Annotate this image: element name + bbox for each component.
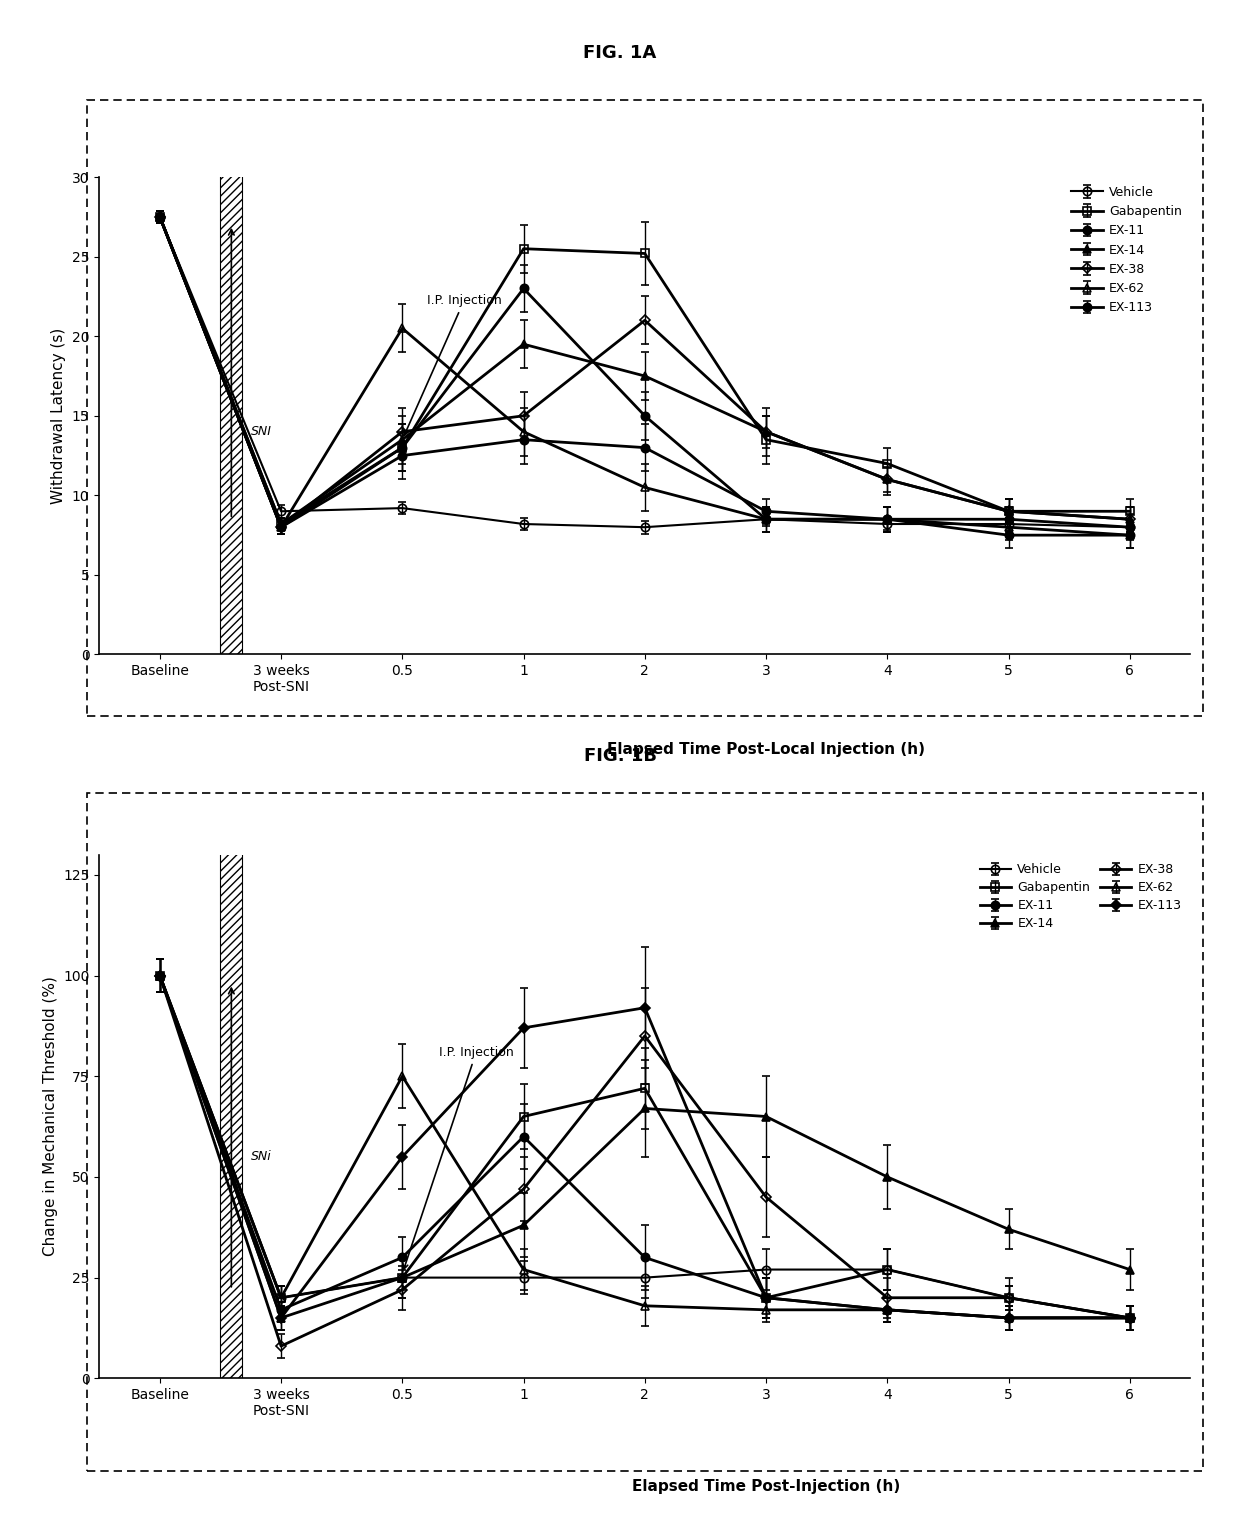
- Text: FIG. 1A: FIG. 1A: [583, 43, 657, 62]
- Text: I.P. Injection: I.P. Injection: [404, 294, 501, 436]
- Text: SNi: SNi: [250, 1150, 272, 1163]
- Text: FIG. 1B: FIG. 1B: [584, 747, 656, 765]
- Bar: [221, 177, 242, 654]
- Y-axis label: Change in Mechanical Threshold (%): Change in Mechanical Threshold (%): [42, 976, 57, 1257]
- Text: Elapsed Time Post-Local Injection (h): Elapsed Time Post-Local Injection (h): [608, 742, 925, 758]
- Text: SNI: SNI: [250, 425, 272, 439]
- Text: I.P. Injection: I.P. Injection: [403, 1046, 513, 1269]
- Legend: Vehicle, Gabapentin, EX-11, EX-14, EX-38, EX-62, EX-113: Vehicle, Gabapentin, EX-11, EX-14, EX-38…: [975, 858, 1187, 935]
- Legend: Vehicle, Gabapentin, EX-11, EX-14, EX-38, EX-62, EX-113: Vehicle, Gabapentin, EX-11, EX-14, EX-38…: [1066, 180, 1187, 319]
- Text: Elapsed Time Post-Injection (h): Elapsed Time Post-Injection (h): [632, 1478, 900, 1494]
- Y-axis label: Withdrawal Latency (s): Withdrawal Latency (s): [51, 328, 66, 504]
- Bar: [221, 855, 242, 1378]
